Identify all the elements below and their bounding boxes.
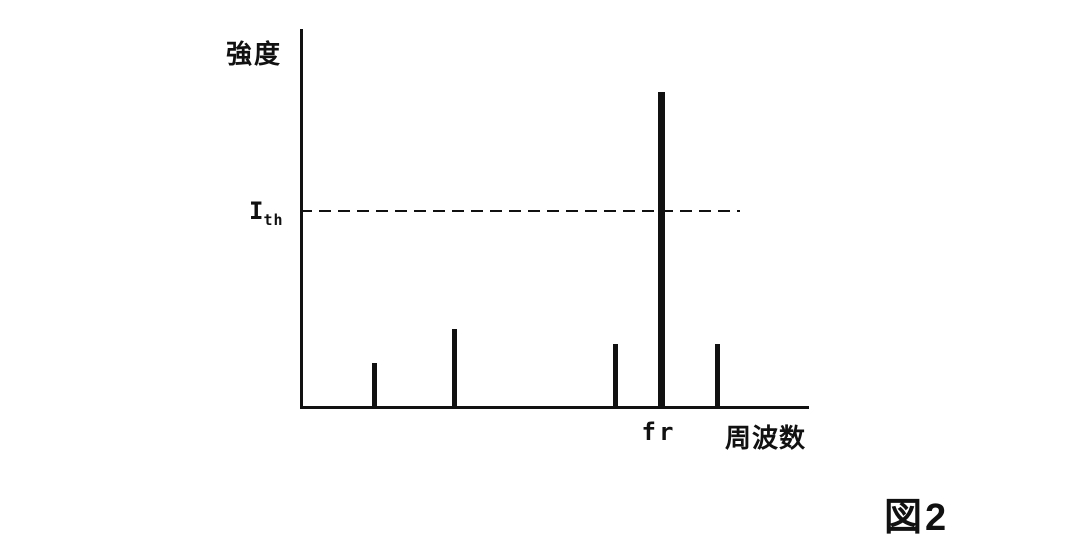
spectrum-spike	[715, 344, 720, 408]
y-axis-line	[300, 29, 303, 408]
spectrum-spike-fr	[658, 92, 665, 408]
threshold-label-subscript: th	[263, 210, 284, 229]
y-axis-label: 強度	[226, 39, 283, 69]
x-axis-line	[300, 406, 809, 409]
spectrum-spike	[372, 363, 377, 408]
spectrum-spike	[452, 329, 457, 408]
figure-caption: 図2	[884, 497, 950, 539]
peak-frequency-label: fr	[641, 418, 677, 446]
threshold-dashed-line	[300, 210, 740, 212]
threshold-label-main: I	[249, 197, 264, 225]
x-axis-label: 周波数	[725, 423, 807, 453]
spectrum-spike	[613, 344, 618, 408]
threshold-label: Ith	[249, 197, 284, 229]
